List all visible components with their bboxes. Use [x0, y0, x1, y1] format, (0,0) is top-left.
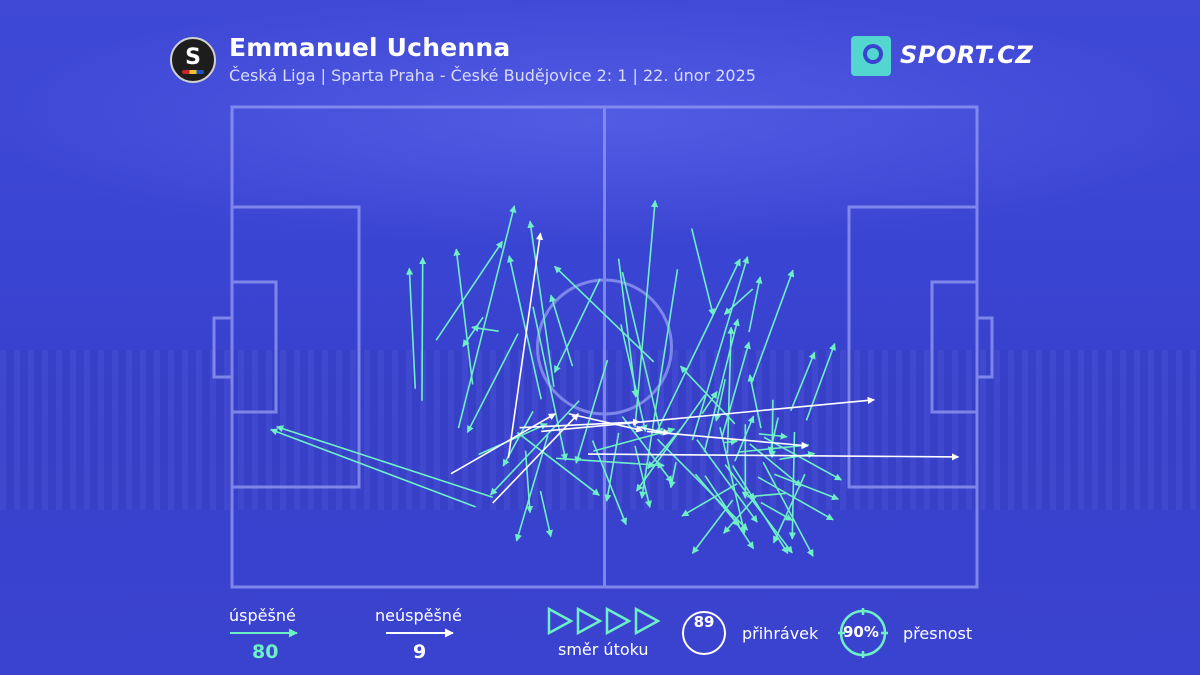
successful-pass: [524, 450, 534, 514]
club-logo: S: [170, 37, 216, 83]
accuracy-value: 90%: [843, 623, 879, 641]
unsuccessful-pass: [507, 232, 544, 458]
successful-pass: [574, 359, 609, 464]
successful-pass: [502, 410, 534, 467]
successful-pass: [457, 205, 517, 429]
center-circle: [536, 278, 673, 416]
successful-pass: [723, 288, 754, 315]
attack-direction-icon: [547, 606, 661, 636]
successful-pass: [270, 428, 476, 508]
successful-pass: [790, 351, 816, 412]
successful-pass: [634, 445, 652, 509]
successful-pass: [647, 428, 682, 469]
successful-pass: [527, 220, 555, 387]
successful-pass: [721, 341, 751, 437]
unsuccessful-pass: [646, 430, 809, 449]
successful-pass: [748, 276, 763, 333]
successful-pass: [690, 228, 716, 317]
successful-pass: [539, 490, 553, 538]
unsuccessful-pass: [519, 418, 641, 429]
successful-pass: [549, 294, 574, 367]
successful-pass: [639, 269, 679, 499]
match-info: Česká Liga | Sparta Praha - České Budějo…: [229, 66, 756, 85]
successful-pass: [681, 483, 738, 517]
successful-pass: [453, 248, 474, 385]
successful-pass: [466, 333, 519, 434]
successful-pass: [617, 258, 639, 398]
successful-pass: [514, 435, 549, 542]
successful-pass: [696, 439, 758, 523]
successful-pass: [701, 391, 718, 415]
successful-pass: [621, 416, 673, 483]
successful-pass: [763, 436, 843, 481]
player-name: Emmanuel Uchenna: [229, 33, 511, 62]
successful-pass: [489, 400, 580, 496]
successful-pass: [691, 256, 750, 441]
successful-pass: [462, 316, 484, 348]
successful-pass: [749, 443, 802, 487]
successful-pass: [738, 442, 810, 453]
passes-label: přihrávek: [742, 624, 819, 643]
brand-name: SPORT.CZ: [900, 41, 1034, 69]
legend-unsuccessful-label: neúspěšné: [375, 606, 462, 625]
successful-pass: [554, 265, 655, 363]
unsuccessful-pass: [636, 425, 671, 436]
successful-pass: [788, 431, 796, 540]
successful-passes: [270, 199, 843, 557]
club-logo-stripe: [182, 70, 204, 74]
successful-pass: [757, 476, 834, 521]
left-goal: [212, 316, 234, 379]
successful-pass: [507, 255, 542, 400]
successful-pass: [276, 425, 493, 499]
club-logo-letter: S: [185, 45, 201, 70]
unsuccessful-pass: [588, 453, 960, 461]
successful-pass: [724, 464, 793, 554]
successful-pass: [750, 269, 795, 385]
legend-successful-count: 80: [252, 641, 279, 663]
successful-pass: [406, 267, 417, 389]
attack-direction-label: směr útoku: [558, 640, 649, 659]
successful-pass: [668, 462, 677, 489]
unsuccessful-pass: [568, 412, 644, 433]
successful-pass: [704, 475, 755, 550]
successful-pass: [635, 394, 706, 492]
right-goal-box: [930, 280, 979, 414]
left-goal-box: [230, 280, 278, 414]
successful-pass: [532, 306, 568, 461]
successful-pass: [760, 501, 793, 521]
pitch-lines: [212, 105, 994, 589]
successful-pass: [553, 278, 601, 374]
successful-pass: [774, 473, 840, 501]
successful-pass: [762, 461, 814, 557]
passes-count: 89: [682, 611, 726, 655]
legend-successful-label: úspěšné: [229, 606, 296, 625]
successful-pass: [634, 199, 659, 428]
right-penalty-box: [847, 205, 979, 489]
successful-pass: [435, 240, 504, 341]
unsuccessful-pass: [541, 396, 875, 433]
unsuccessful-pass: [450, 413, 556, 475]
sport-cz-logo-icon: [851, 36, 891, 76]
accuracy-target-icon: [838, 608, 888, 658]
successful-pass: [656, 258, 741, 431]
successful-pass: [758, 432, 788, 440]
successful-pass: [621, 271, 664, 436]
successful-pass: [703, 318, 740, 453]
successful-pass: [724, 438, 738, 446]
accuracy-label: přesnost: [903, 624, 973, 643]
successful-pass: [734, 415, 755, 462]
successful-pass: [478, 423, 548, 456]
successful-pass: [419, 257, 427, 401]
right-goal: [975, 316, 994, 379]
successful-pass: [556, 457, 665, 469]
legend-unsuccessful-count: 9: [413, 641, 427, 663]
successful-pass: [719, 426, 747, 534]
successful-pass: [516, 431, 600, 496]
unsuccessful-passes: [450, 232, 960, 504]
stadium-crowd-backdrop: [0, 350, 1200, 510]
successful-pass: [805, 342, 836, 421]
left-penalty-box: [230, 205, 361, 489]
